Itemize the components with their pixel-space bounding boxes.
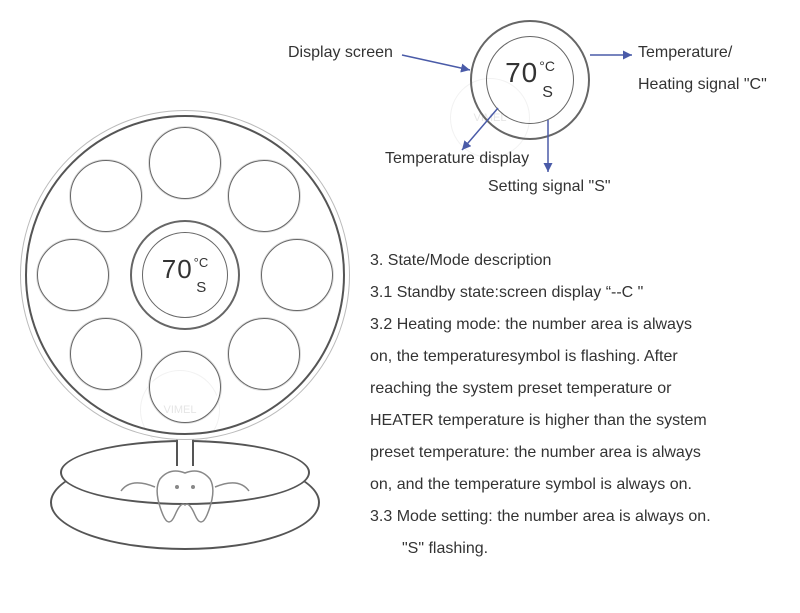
desc-3-3-l2: "S" flashing. bbox=[370, 533, 780, 565]
compound-well bbox=[261, 239, 333, 311]
device-illustration: 70°C S bbox=[20, 110, 350, 590]
compound-well bbox=[228, 318, 300, 390]
callout-heating-line2: Heating signal "C" bbox=[638, 76, 767, 94]
compound-well bbox=[37, 239, 109, 311]
display-detail-inner-ring: 70°C S bbox=[486, 36, 574, 124]
display-detail-outer-ring: 70°C S bbox=[470, 20, 590, 140]
stage: VIMEL VIMEL 70°C S Display screen Temper… bbox=[0, 0, 800, 613]
lcd-readout: 70°C S bbox=[505, 59, 555, 101]
lcd-unit-symbol: °C bbox=[194, 255, 209, 270]
desc-3-2-l5: preset temperature: the number area is a… bbox=[370, 437, 780, 469]
device-center-display-ring: 70°C S bbox=[130, 220, 240, 330]
desc-3-2-l4: HEATER temperature is higher than the sy… bbox=[370, 405, 780, 437]
desc-heading: 3. State/Mode description bbox=[370, 245, 780, 277]
desc-3-1: 3.1 Standby state:screen display “--C " bbox=[370, 277, 780, 309]
device-center-display: 70°C S bbox=[142, 232, 228, 318]
device-stem bbox=[176, 438, 194, 466]
compound-well bbox=[149, 351, 221, 423]
compound-well bbox=[228, 160, 300, 232]
desc-3-2-l2: on, the temperaturesymbol is flashing. A… bbox=[370, 341, 780, 373]
desc-3-3-l1: 3.3 Mode setting: the number area is alw… bbox=[370, 501, 780, 533]
lcd-temperature-value: 70 bbox=[505, 57, 538, 88]
compound-well bbox=[149, 127, 221, 199]
callout-display-screen: Display screen bbox=[288, 44, 393, 62]
lcd-temperature-value: 70 bbox=[162, 254, 193, 284]
callout-temp-display-line1: Temperature display bbox=[385, 150, 529, 168]
callout-heating-line1: Temperature/ bbox=[638, 44, 732, 62]
desc-3-2-l6: on, and the temperature symbol is always… bbox=[370, 469, 780, 501]
callout-temp-display-line2: Setting signal "S" bbox=[488, 178, 611, 196]
lcd-unit-symbol: °C bbox=[539, 58, 555, 74]
desc-3-2-l1: 3.2 Heating mode: the number area is alw… bbox=[370, 309, 780, 341]
desc-3-2-l3: reaching the system preset temperature o… bbox=[370, 373, 780, 405]
state-mode-description: 3. State/Mode description 3.1 Standby st… bbox=[370, 245, 780, 565]
lcd-readout: 70°C S bbox=[162, 256, 209, 295]
compound-well bbox=[70, 160, 142, 232]
base-mascot bbox=[115, 465, 255, 535]
compound-well bbox=[70, 318, 142, 390]
